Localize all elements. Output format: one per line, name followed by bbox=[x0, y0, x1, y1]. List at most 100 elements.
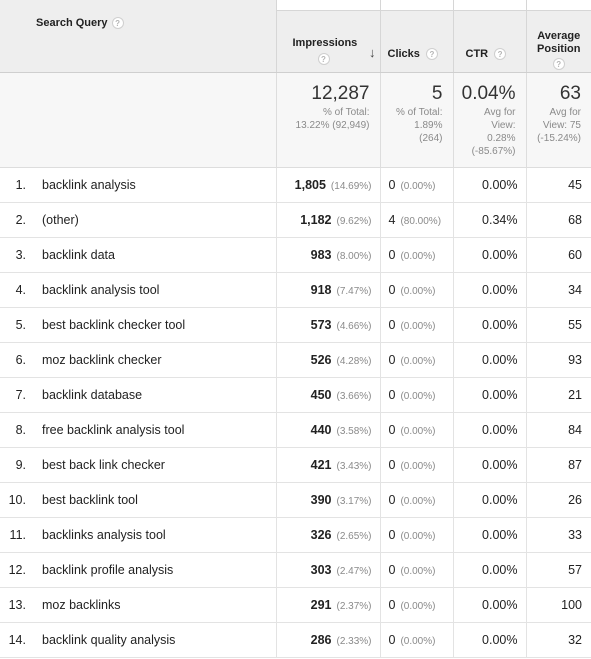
impressions-value: 440 bbox=[310, 423, 332, 437]
impressions-percent: (8.00%) bbox=[336, 251, 372, 262]
impressions-percent: (4.66%) bbox=[336, 321, 372, 332]
ctr-cell: 0.00% bbox=[452, 482, 526, 518]
totals-impressions: 12,287 % of Total: 13.22% (92,949) bbox=[275, 72, 380, 168]
clicks-value: 0 bbox=[388, 248, 396, 262]
table-row: 10. best backlink tool 390 (3.17%) 0 (0.00%) 0… bbox=[0, 482, 591, 518]
impressions-percent: (2.65%) bbox=[336, 531, 372, 542]
ctr-cell: 0.00% bbox=[452, 412, 526, 448]
totals-position: 63 Avg for View: 75 (-15.24%) bbox=[525, 72, 591, 168]
table-row: 13. moz backlinks 291 (2.37%) 0 (0.00%) 0.00% 1… bbox=[0, 587, 591, 623]
search-query-link[interactable]: backlink data bbox=[42, 248, 115, 262]
clicks-cell: 0 (0.00%) bbox=[379, 517, 453, 553]
impressions-value: 326 bbox=[310, 528, 332, 542]
clicks-percent: (0.00%) bbox=[400, 426, 436, 437]
position-cell: 60 bbox=[525, 237, 591, 273]
impressions-percent: (3.58%) bbox=[336, 426, 372, 437]
impressions-percent: (2.33%) bbox=[336, 636, 372, 647]
impressions-cell: 573 (4.66%) bbox=[275, 307, 380, 343]
clicks-value: 0 bbox=[388, 493, 396, 507]
row-index: 7. bbox=[15, 388, 26, 402]
clicks-percent: (0.00%) bbox=[400, 321, 436, 332]
row-index: 2. bbox=[15, 213, 26, 227]
help-icon[interactable]: ? bbox=[111, 17, 124, 29]
search-query-link[interactable]: backlink quality analysis bbox=[42, 633, 176, 647]
total-note: View: 75 bbox=[542, 120, 581, 131]
impressions-value: 983 bbox=[310, 248, 332, 262]
impressions-percent: (3.66%) bbox=[336, 391, 372, 402]
clicks-value: 0 bbox=[388, 458, 396, 472]
column-header-label: Average bbox=[537, 30, 581, 42]
column-header-average-position[interactable]: Average Position ? bbox=[525, 0, 591, 73]
search-query-link[interactable]: best backlink tool bbox=[42, 493, 138, 507]
column-header-label: Clicks bbox=[387, 48, 420, 60]
query-cell: 7. backlink database bbox=[0, 377, 276, 413]
sort-descending-icon[interactable]: ↓ bbox=[369, 45, 376, 60]
clicks-percent: (0.00%) bbox=[400, 251, 436, 262]
row-index: 5. bbox=[15, 318, 26, 332]
query-cell: 8. free backlink analysis tool bbox=[0, 412, 276, 448]
clicks-cell: 0 (0.00%) bbox=[379, 377, 453, 413]
column-header-impressions[interactable]: Impressions ? ↓ bbox=[275, 0, 380, 73]
totals-ctr: 0.04% Avg for View: 0.28% (-85.67%) bbox=[452, 72, 526, 168]
search-query-link[interactable]: free backlink analysis tool bbox=[42, 423, 185, 437]
row-index: 8. bbox=[15, 423, 26, 437]
help-icon[interactable]: ? bbox=[552, 58, 565, 70]
help-icon[interactable]: ? bbox=[317, 53, 330, 65]
clicks-percent: (0.00%) bbox=[400, 601, 436, 612]
clicks-value: 0 bbox=[388, 283, 396, 297]
impressions-percent: (4.28%) bbox=[336, 356, 372, 367]
row-index: 10. bbox=[8, 493, 26, 507]
total-note: % of Total: bbox=[322, 107, 370, 118]
row-index: 12. bbox=[8, 563, 26, 577]
search-query-link[interactable]: backlinks analysis tool bbox=[42, 528, 166, 542]
clicks-cell: 0 (0.00%) bbox=[379, 482, 453, 518]
impressions-cell: 440 (3.58%) bbox=[275, 412, 380, 448]
total-note: % of Total: bbox=[395, 107, 443, 118]
total-value: 5 bbox=[431, 83, 443, 104]
help-icon[interactable]: ? bbox=[494, 48, 507, 60]
position-cell: 21 bbox=[525, 377, 591, 413]
query-cell: 6. moz backlink checker bbox=[0, 342, 276, 378]
search-query-link[interactable]: backlink analysis tool bbox=[42, 283, 160, 297]
clicks-cell: 0 (0.00%) bbox=[379, 237, 453, 273]
totals-clicks: 5 % of Total: 1.89% (264) bbox=[379, 72, 453, 168]
impressions-cell: 390 (3.17%) bbox=[275, 482, 380, 518]
clicks-cell: 0 (0.00%) bbox=[379, 167, 453, 203]
clicks-cell: 0 (0.00%) bbox=[379, 412, 453, 448]
column-header-ctr[interactable]: CTR ? bbox=[452, 0, 526, 73]
search-query-link[interactable]: moz backlink checker bbox=[42, 353, 162, 367]
clicks-cell: 0 (0.00%) bbox=[379, 622, 453, 658]
total-note: Avg for bbox=[549, 107, 582, 118]
table-row: 1. backlink analysis 1,805 (14.69%) 0 (0.00%)… bbox=[0, 167, 591, 203]
search-query-link[interactable]: best backlink checker tool bbox=[42, 318, 186, 332]
column-header-search-query[interactable]: Search Query ? bbox=[0, 0, 276, 73]
table-row: 2. (other) 1,182 (9.62%) 4 (80.00%) 0.34% 68 bbox=[0, 202, 591, 238]
impressions-percent: (3.17%) bbox=[336, 496, 372, 507]
clicks-value: 0 bbox=[388, 598, 396, 612]
search-query-link[interactable]: backlink analysis bbox=[42, 178, 136, 192]
position-cell: 68 bbox=[525, 202, 591, 238]
table-row: 4. backlink analysis tool 918 (7.47%) 0 (0.00… bbox=[0, 272, 591, 308]
search-query-link[interactable]: backlink database bbox=[42, 388, 143, 402]
search-query-link[interactable]: moz backlinks bbox=[42, 598, 121, 612]
search-query-link[interactable]: (other) bbox=[42, 213, 79, 227]
search-query-link[interactable]: backlink profile analysis bbox=[42, 563, 174, 577]
header-row: Search Query ? Impressions ? ↓ bbox=[0, 0, 591, 73]
totals-row: 12,287 % of Total: 13.22% (92,949) 5 % o… bbox=[0, 72, 591, 168]
total-note: Avg for bbox=[484, 107, 516, 118]
impressions-cell: 286 (2.33%) bbox=[275, 622, 380, 658]
position-cell: 55 bbox=[525, 307, 591, 343]
query-cell: 2. (other) bbox=[0, 202, 276, 238]
position-cell: 33 bbox=[525, 517, 591, 553]
table-row: 5. best backlink checker tool 573 (4.66%) 0 (… bbox=[0, 307, 591, 343]
clicks-percent: (0.00%) bbox=[400, 531, 436, 542]
help-icon[interactable]: ? bbox=[425, 48, 438, 60]
total-value: 12,287 bbox=[311, 83, 370, 104]
column-header-clicks[interactable]: Clicks ? bbox=[379, 0, 453, 73]
search-query-link[interactable]: best back link checker bbox=[42, 458, 165, 472]
ctr-cell: 0.34% bbox=[452, 202, 526, 238]
impressions-value: 286 bbox=[310, 633, 332, 647]
query-cell: 3. backlink data bbox=[0, 237, 276, 273]
ctr-cell: 0.00% bbox=[452, 377, 526, 413]
table-row: 6. moz backlink checker 526 (4.28%) 0 (0.00%)… bbox=[0, 342, 591, 378]
